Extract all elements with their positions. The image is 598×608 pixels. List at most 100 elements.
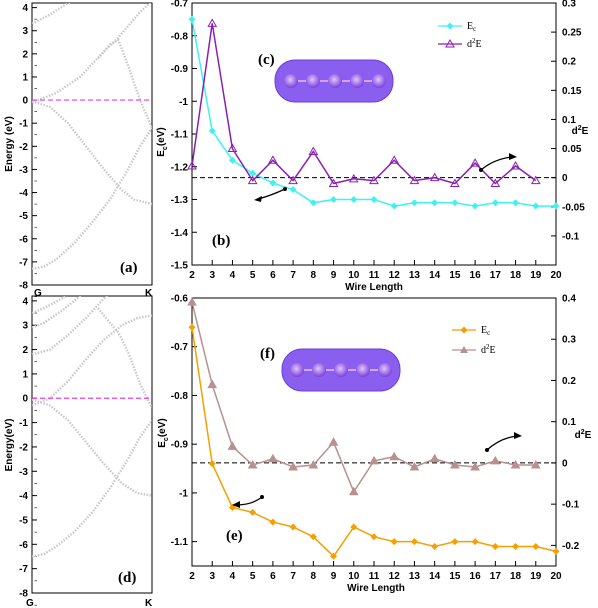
panel-e-ylabel: Ec(eV): [157, 418, 170, 447]
panel-b-ylabel: Ec(eV): [156, 127, 169, 156]
data-point: [309, 199, 317, 207]
y2tick-label: -0.1: [562, 500, 580, 511]
data-point: [410, 199, 418, 207]
xtick-label: 3: [209, 571, 215, 582]
xtick-label: 2: [189, 571, 195, 582]
xtick-label: 2: [189, 270, 195, 281]
data-point: [429, 172, 440, 182]
panel-b-label: (b): [212, 233, 230, 249]
xtick-label: 20: [550, 571, 562, 582]
data-point: [431, 543, 439, 551]
legend-marker-d2e: [445, 38, 455, 48]
arrow-right-axis: [486, 435, 518, 451]
y2tick-label: 0.1: [562, 115, 576, 126]
ytick-label: -8: [19, 589, 28, 600]
xtick-label: 15: [449, 571, 461, 582]
wire-atom: [328, 74, 342, 88]
data-point: [249, 169, 257, 177]
band-line: [97, 307, 152, 409]
data-point: [390, 538, 398, 546]
band-line: [97, 38, 152, 129]
panel-b-plot: [187, 15, 560, 210]
data-point: [228, 156, 236, 164]
data-point: [389, 155, 400, 164]
panel-b-xlabel: Wire Length: [345, 282, 403, 293]
data-point: [309, 533, 317, 541]
panel-e-label: (e): [226, 528, 243, 544]
wire-atom: [378, 363, 392, 377]
ytick-label: -0.7: [171, 342, 189, 353]
panel-d-frame: [31, 295, 153, 594]
data-point: [510, 459, 521, 469]
data-point: [348, 486, 359, 496]
data-point: [409, 462, 420, 471]
arrow-left-axis-head: [254, 196, 262, 202]
ytick-label: -0.9: [171, 64, 189, 75]
panel-f-wire-inset: [281, 348, 401, 392]
data-point: [268, 155, 278, 164]
xtick-label: 7: [290, 571, 296, 582]
data-point: [450, 178, 460, 187]
panel-d-xtick-g: G: [26, 598, 34, 608]
arrow-right-axis-head: [514, 432, 522, 439]
data-point: [369, 455, 379, 465]
band-line: [32, 100, 152, 206]
data-point: [491, 543, 499, 551]
xtick-label: 15: [449, 270, 461, 281]
series-line-d2e: [191, 23, 537, 185]
legend-marker-ec: [446, 22, 454, 30]
xtick-label: 19: [530, 571, 542, 582]
data-point: [188, 323, 196, 331]
data-point: [409, 175, 420, 185]
ytick-label: -1: [179, 488, 188, 499]
data-point: [268, 453, 278, 463]
data-point: [330, 196, 338, 203]
data-point: [288, 462, 298, 471]
panel-d-ylabel: Energy(eV): [4, 419, 15, 472]
xtick-label: 3: [209, 270, 215, 281]
data-point: [247, 459, 258, 469]
xtick-label: 11: [369, 270, 380, 281]
xtick-label: 7: [290, 270, 296, 281]
wire-atom: [284, 74, 298, 88]
panel-b-frame: [191, 2, 557, 266]
ytick-label: -1.3: [171, 195, 189, 206]
y2tick-label: 0: [562, 173, 568, 184]
ytick-label: -1: [19, 119, 28, 130]
ytick-label: -1.2: [171, 162, 189, 173]
ytick-label: 1: [22, 72, 28, 83]
data-point: [490, 455, 501, 465]
y2tick-label: 0.25: [562, 28, 582, 39]
y2tick-label: 0.1: [562, 417, 576, 428]
data-point: [451, 199, 459, 207]
data-point: [451, 538, 459, 546]
wire-atom: [312, 363, 326, 377]
data-point: [470, 158, 480, 167]
panel-a-label: (a): [120, 260, 138, 276]
arrow-right-axis-dot: [479, 168, 483, 172]
ytick-label: -4: [19, 188, 28, 199]
xtick-label: 17: [490, 270, 502, 281]
data-point: [188, 15, 196, 23]
ytick-label: 0: [22, 96, 28, 107]
ytick-label: 1: [22, 369, 28, 380]
wire-atom: [334, 363, 348, 377]
data-point: [470, 462, 480, 471]
xtick-label: 9: [331, 571, 337, 582]
data-point: [552, 547, 560, 555]
panel-d-label: (d): [118, 570, 136, 586]
ytick-label: -1.1: [171, 537, 189, 548]
band-lines: [32, 296, 152, 558]
arrow-right-axis-head: [509, 153, 517, 160]
data-point: [512, 199, 520, 207]
panel-b-legend: Ec d2E: [438, 21, 482, 50]
xtick-label: 18: [510, 270, 522, 281]
ytick-label: 4: [22, 296, 28, 307]
xtick-label: 8: [311, 270, 317, 281]
panel-a-xtick-k: K: [145, 288, 153, 299]
xtick-label: 14: [429, 270, 441, 281]
data-point: [532, 202, 540, 210]
legend-label-d2e: d2E: [467, 37, 482, 50]
xtick-label: 13: [409, 571, 421, 582]
